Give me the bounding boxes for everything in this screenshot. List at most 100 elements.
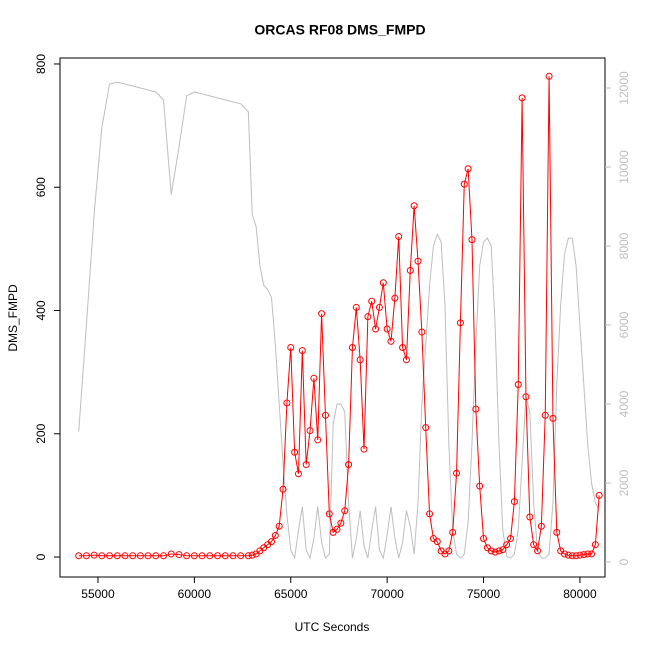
data-point xyxy=(576,551,584,559)
data-point xyxy=(244,552,252,560)
data-point xyxy=(341,507,349,515)
y-tick-label: 600 xyxy=(34,177,48,197)
data-point xyxy=(221,552,229,560)
data-point xyxy=(183,552,191,560)
data-point xyxy=(352,303,360,311)
y2-tick-label: 8000 xyxy=(617,232,631,259)
data-point xyxy=(495,547,503,555)
data-point xyxy=(426,510,434,518)
y-tick-label: 200 xyxy=(34,423,48,443)
data-point xyxy=(90,551,98,559)
data-point xyxy=(391,294,399,302)
data-point xyxy=(302,461,310,469)
data-point xyxy=(291,448,299,456)
data-point xyxy=(167,550,175,558)
data-point xyxy=(333,525,341,533)
y-axis-label: DMS_FMPD xyxy=(6,284,20,352)
series-line xyxy=(78,76,600,557)
plot-frame xyxy=(59,57,606,578)
data-point xyxy=(418,328,426,336)
data-point xyxy=(325,510,333,518)
data-point xyxy=(345,461,353,469)
data-point xyxy=(387,337,395,345)
data-point xyxy=(364,313,372,321)
data-point xyxy=(402,356,410,364)
data-point xyxy=(526,513,534,521)
data-point xyxy=(472,405,480,413)
data-point xyxy=(372,325,380,333)
data-point xyxy=(464,165,472,173)
x-axis-label: UTC Seconds xyxy=(295,620,370,634)
data-point xyxy=(321,411,329,419)
data-point xyxy=(106,552,114,560)
data-point xyxy=(294,470,302,478)
x-tick-label: 70000 xyxy=(370,587,404,601)
data-point xyxy=(468,236,476,244)
data-point xyxy=(237,552,245,560)
data-point xyxy=(433,538,441,546)
data-point xyxy=(144,552,152,560)
data-point xyxy=(160,552,168,560)
data-point xyxy=(530,541,538,549)
data-point xyxy=(267,538,275,546)
x-tick-label: 65000 xyxy=(274,587,308,601)
data-point xyxy=(568,552,576,560)
data-point xyxy=(214,552,222,560)
data-point xyxy=(314,436,322,444)
data-point xyxy=(410,202,418,210)
data-point xyxy=(175,551,183,559)
y-tick-label: 800 xyxy=(34,54,48,74)
data-point xyxy=(595,491,603,499)
data-point xyxy=(190,552,198,560)
data-point xyxy=(356,356,364,364)
data-point xyxy=(229,552,237,560)
data-point xyxy=(310,374,318,382)
data-point xyxy=(75,552,83,560)
data-point xyxy=(279,485,287,493)
data-point xyxy=(360,445,368,453)
data-point xyxy=(584,550,592,558)
data-point xyxy=(206,552,214,560)
y2-tick-label: 6000 xyxy=(617,311,631,338)
data-point xyxy=(395,233,403,241)
data-point xyxy=(337,519,345,527)
chart-title: ORCAS RF08 DMS_FMPD xyxy=(254,22,425,38)
data-point xyxy=(572,552,580,560)
data-point xyxy=(399,343,407,351)
data-point xyxy=(507,535,515,543)
y-tick-label: 0 xyxy=(34,553,48,560)
data-point xyxy=(518,94,526,102)
data-point xyxy=(414,257,422,265)
data-point xyxy=(503,541,511,549)
data-point xyxy=(541,411,549,419)
data-point xyxy=(383,325,391,333)
data-point xyxy=(121,552,129,560)
data-point xyxy=(306,427,314,435)
data-point xyxy=(375,303,383,311)
x-tick-label: 55000 xyxy=(81,587,115,601)
data-point xyxy=(449,528,457,536)
y-tick-label: 400 xyxy=(34,300,48,320)
data-point xyxy=(522,393,530,401)
data-point xyxy=(460,180,468,188)
data-point xyxy=(453,469,461,477)
data-point xyxy=(591,541,599,549)
data-point xyxy=(198,552,206,560)
data-point xyxy=(553,528,561,536)
data-point xyxy=(499,546,507,554)
data-point xyxy=(480,535,488,543)
data-point xyxy=(98,552,106,560)
data-point xyxy=(445,547,453,555)
data-point xyxy=(129,552,137,560)
y2-tick-label: 10000 xyxy=(617,150,631,184)
y2-tick-label: 4000 xyxy=(617,390,631,417)
data-point xyxy=(580,551,588,559)
data-point xyxy=(287,343,295,351)
data-point xyxy=(82,552,90,560)
data-point xyxy=(152,552,160,560)
data-point xyxy=(487,547,495,555)
data-point xyxy=(318,310,326,318)
data-point xyxy=(136,552,144,560)
data-point xyxy=(113,552,121,560)
data-point xyxy=(561,550,569,558)
